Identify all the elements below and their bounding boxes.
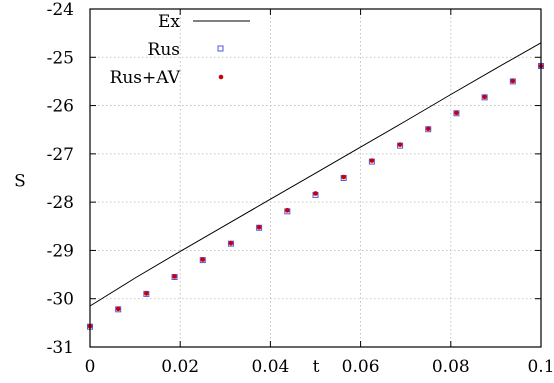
legend-label-ex: Ex (158, 12, 180, 32)
grid (90, 9, 541, 347)
x-axis-ticks: 0 0.02 0.04 0.06 0.08 0.1 (85, 9, 554, 377)
y-tick-label: -24 (47, 0, 74, 20)
y-tick-label: -26 (47, 97, 74, 117)
data-point-rus-av (341, 174, 346, 180)
x-tick-label: 0 (85, 357, 96, 377)
legend: Ex Rus Rus+AV (110, 12, 250, 88)
data-point-rus-av (510, 78, 516, 84)
legend-swatch-rus-av (218, 74, 224, 80)
data-point-rus-av (228, 240, 234, 246)
data-point-rus-av (172, 274, 177, 279)
plot-frame (89, 8, 542, 348)
x-tick-label: 0.1 (527, 357, 554, 377)
data-point-rus-av (285, 208, 290, 213)
legend-swatch-rus (217, 45, 224, 52)
x-tick-label: 0.08 (432, 357, 470, 377)
x-tick-label: 0.04 (251, 357, 289, 377)
plot-series (87, 42, 544, 330)
legend-label-rus: Rus (148, 40, 180, 60)
x-axis-label: t (313, 357, 320, 377)
y-tick-label: -29 (47, 241, 74, 261)
data-point-rus-av (369, 158, 375, 163)
series-line-ex (89, 42, 542, 307)
data-point-rus-av (256, 224, 262, 230)
y-tick-label: -31 (47, 338, 74, 358)
data-point-rus-av (144, 291, 149, 296)
x-tick-label: 0.06 (342, 357, 380, 377)
legend-label-rus-av: Rus+AV (110, 68, 181, 88)
y-tick-label: -25 (47, 48, 74, 68)
data-point-rus-av (313, 191, 318, 196)
data-point-rus-av (425, 126, 431, 132)
data-point-rus-av (397, 142, 403, 147)
data-point-rus-av (454, 110, 459, 116)
y-tick-label: -30 (47, 290, 74, 310)
y-tick-label: -27 (47, 145, 74, 165)
x-tick-label: 0.02 (161, 357, 199, 377)
data-point-rus-av (482, 94, 487, 100)
y-axis-label: S (14, 172, 26, 192)
data-point-rus-av (200, 257, 206, 262)
data-point-rus-av (115, 306, 121, 312)
y-axis-ticks: -24 -25 -26 -27 -28 -29 -30 -31 (47, 0, 541, 358)
y-tick-label: -28 (47, 193, 74, 213)
